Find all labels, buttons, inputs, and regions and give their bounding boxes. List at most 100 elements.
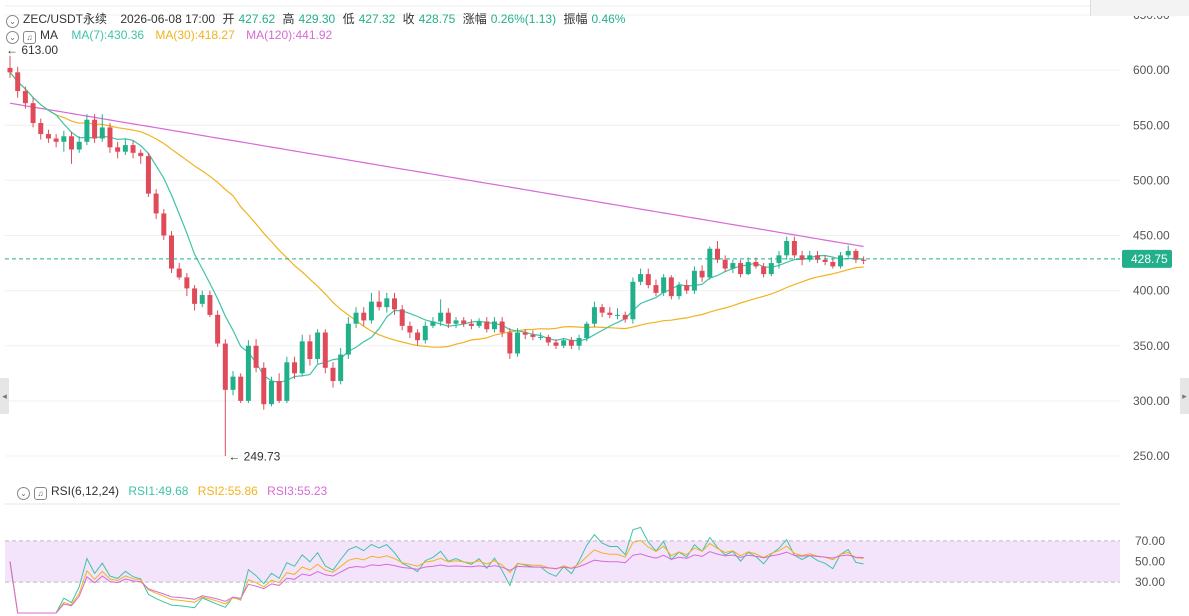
candle-body — [845, 250, 851, 256]
candle-body — [553, 342, 559, 346]
ma120-value: MA(120):441.92 — [246, 28, 333, 42]
ma30-line — [9, 71, 864, 348]
ma-indicator-label: MA — [40, 28, 58, 42]
ma7-line — [9, 71, 864, 384]
candle-body — [699, 270, 705, 278]
candle-body — [622, 314, 628, 320]
price-annotations: 428.75 ← 613.00 ← 249.73 — [5, 43, 1172, 463]
candle-body — [407, 325, 413, 333]
candle-body — [145, 156, 151, 194]
candle-body — [299, 341, 305, 374]
low-label: 低 — [342, 12, 355, 26]
candle-body — [45, 134, 51, 139]
candle-body — [84, 119, 90, 142]
candle-datetime: 2026-06-08 17:00 — [120, 12, 216, 26]
candle-body — [853, 250, 859, 260]
candle-body — [207, 295, 213, 315]
high-value: 429.30 — [298, 12, 336, 26]
ma7-path — [9, 71, 864, 384]
candle-info-bar: ⌄ ZEC/USDT永续 2026-06-08 17:00 开 427.62 高 42… — [6, 10, 629, 28]
candle-body — [292, 362, 298, 374]
candle-body — [438, 312, 444, 322]
candle-body — [245, 345, 251, 401]
collapse-icon[interactable]: ⌄ — [6, 31, 19, 44]
candle-body — [199, 295, 205, 304]
price-tick-label: 450.00 — [1133, 229, 1170, 243]
rsi-indicator-label: RSI(6,12,24) — [51, 484, 120, 498]
candle-body — [707, 248, 713, 278]
rsi-tick-label: 70.00 — [1135, 534, 1165, 548]
candle-body — [261, 367, 267, 405]
candle-body — [753, 261, 759, 267]
candle-body — [253, 345, 259, 368]
candle-body — [368, 301, 374, 321]
rsi-legend: ⌄ ♫ RSI(6,12,24) RSI1:49.68 RSI2:55.86 RSI… — [17, 484, 331, 500]
bell-icon[interactable]: ♫ — [34, 487, 47, 500]
price-tick-label: 400.00 — [1133, 284, 1170, 298]
candle-body — [38, 123, 44, 135]
collapse-icon[interactable]: ⌄ — [6, 15, 19, 28]
open-value: 427.62 — [238, 12, 276, 26]
candle-body — [599, 307, 605, 313]
candle-body — [315, 332, 321, 359]
candle-body — [522, 332, 528, 335]
candle-body — [230, 376, 236, 390]
close-value: 428.75 — [418, 12, 456, 26]
candle-body — [92, 119, 98, 139]
low-annotation: ← 249.73 — [228, 449, 280, 463]
candle-body — [338, 354, 344, 382]
candle-body — [576, 338, 582, 346]
candle-body — [430, 321, 436, 326]
close-label: 收 — [402, 12, 415, 26]
candle-body — [99, 127, 105, 139]
candlestick-series — [7, 55, 867, 456]
rsi-tick-label: 30.00 — [1135, 575, 1165, 589]
ma-legend: ⌄ ♫ MA MA(7):430.36 MA(30):418.27 MA(120):… — [6, 28, 336, 44]
bell-icon[interactable]: ♫ — [23, 31, 36, 44]
ma30-value: MA(30):418.27 — [155, 28, 235, 42]
candle-body — [714, 248, 720, 260]
change-value: 0.26%(1.13) — [490, 12, 557, 26]
ma30-path — [9, 71, 864, 348]
candle-body — [284, 362, 290, 401]
rsi2-value: RSI2:55.86 — [197, 484, 258, 498]
candle-body — [461, 320, 467, 324]
toolbar-placeholder[interactable] — [1090, 0, 1189, 16]
candle-body — [661, 277, 667, 293]
candle-body — [607, 312, 613, 315]
amplitude-label: 振幅 — [563, 12, 588, 26]
candle-body — [168, 235, 174, 269]
candle-body — [153, 193, 159, 214]
candle-body — [838, 255, 844, 267]
collapse-icon[interactable]: ⌄ — [17, 487, 30, 500]
ma120-line — [9, 102, 864, 248]
amplitude-value: 0.46% — [591, 12, 626, 26]
candle-body — [730, 263, 736, 269]
scroll-left-handle[interactable]: ◂ — [0, 378, 9, 414]
candle-body — [353, 312, 359, 324]
candle-body — [30, 103, 36, 124]
candle-body — [130, 145, 136, 153]
candle-body — [384, 298, 390, 308]
candle-body — [822, 259, 828, 262]
candle-body — [215, 314, 221, 344]
candle-body — [684, 285, 690, 291]
rsi3-value: RSI3:55.23 — [267, 484, 328, 498]
candle-body — [415, 332, 421, 341]
rsi-band — [5, 540, 1120, 583]
scroll-right-handle[interactable]: ▸ — [1180, 378, 1189, 414]
price-tick-label: 300.00 — [1133, 394, 1170, 408]
price-tick-label: 500.00 — [1133, 173, 1170, 187]
rsi1-path — [9, 526, 864, 614]
candle-body — [645, 274, 651, 286]
candle-body — [761, 266, 767, 275]
candle-body — [584, 323, 590, 339]
candle-body — [691, 270, 697, 291]
ma7-value: MA(7):430.36 — [71, 28, 145, 42]
rsi-panel: 70.00 50.00 30.00 — [5, 503, 1165, 614]
candle-body — [107, 127, 113, 148]
candle-body — [676, 285, 682, 297]
current-price-label: 428.75 — [1131, 252, 1168, 266]
candle-body — [722, 259, 728, 269]
